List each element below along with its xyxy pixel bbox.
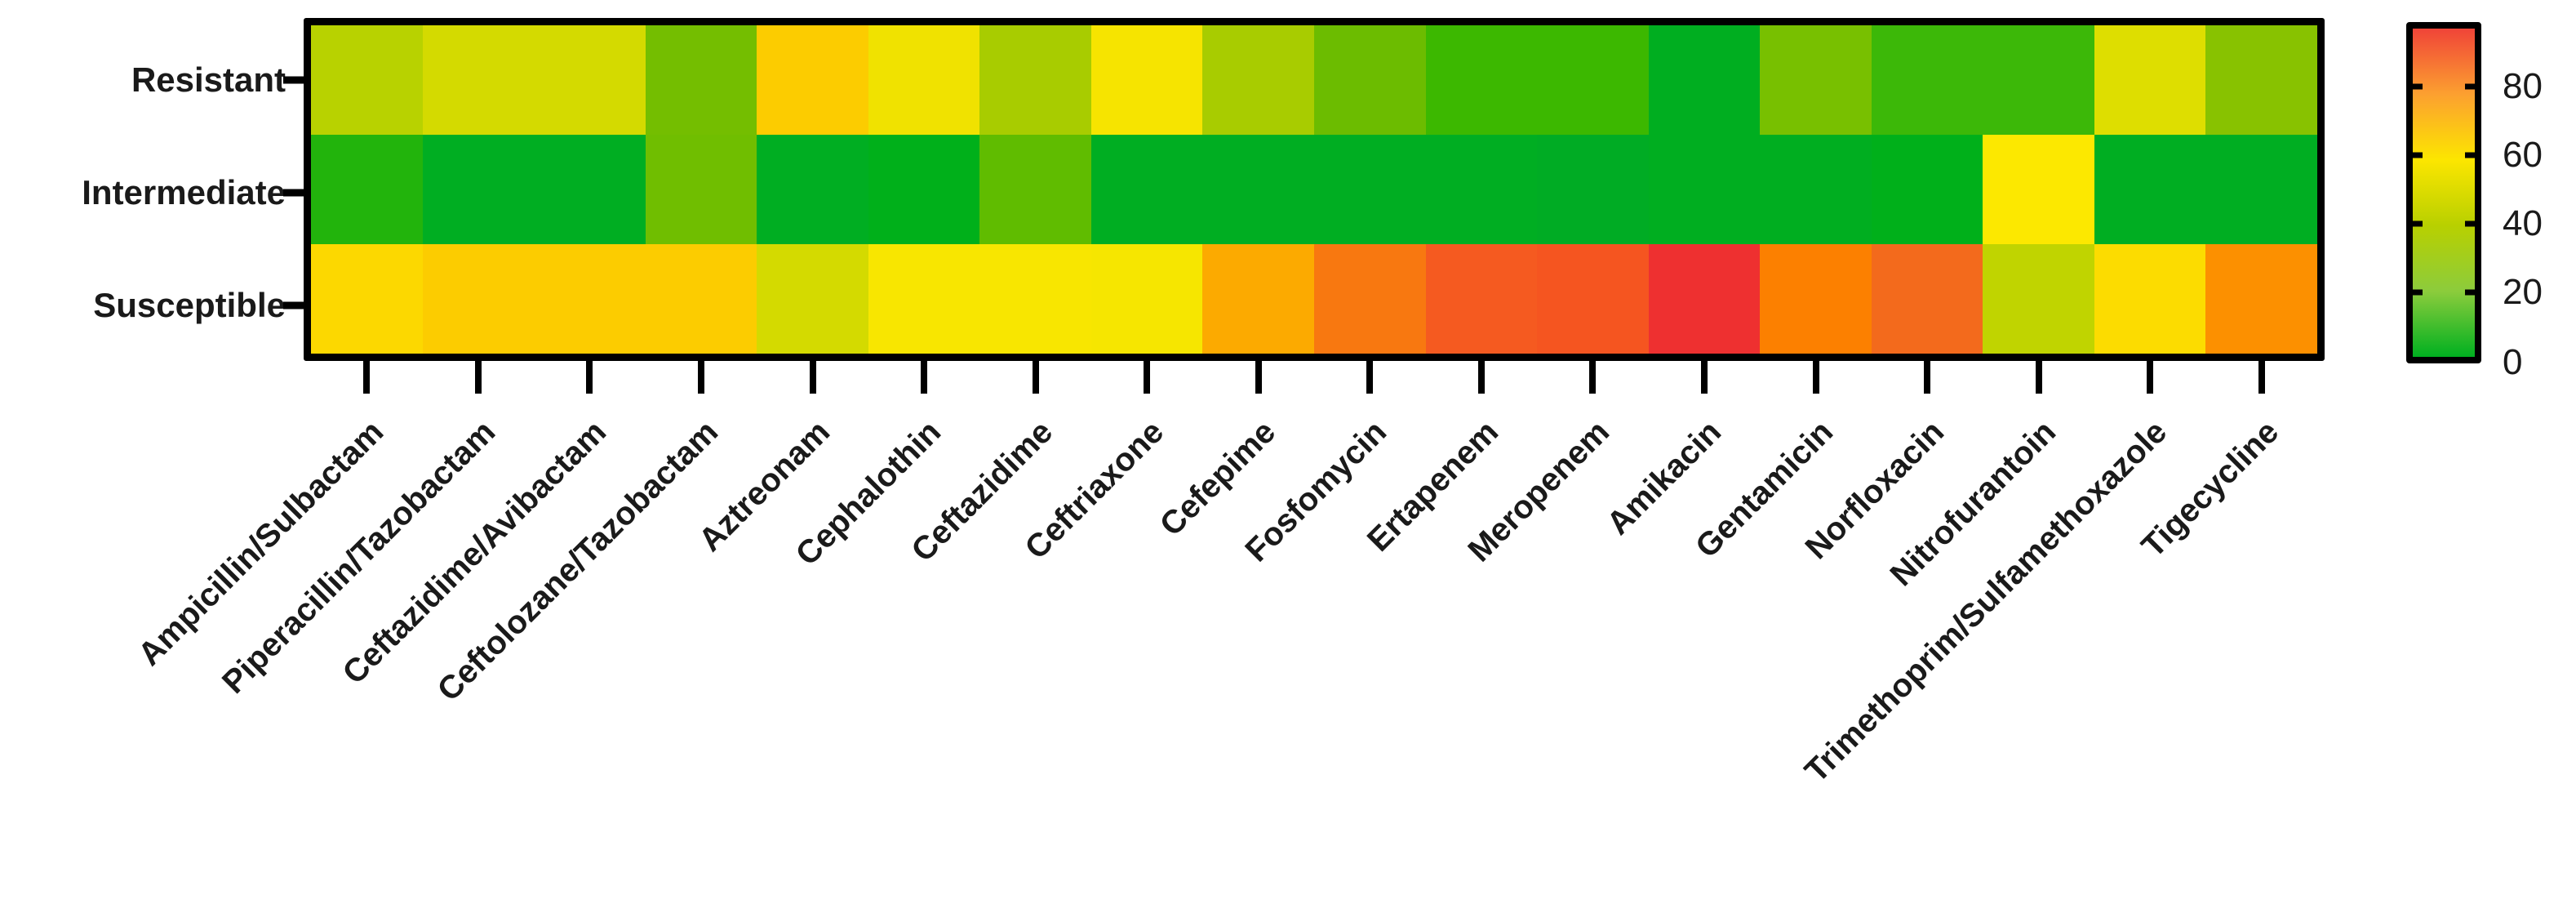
x-tick xyxy=(921,361,928,394)
heatmap-cell xyxy=(1425,25,1538,135)
heatmap-cell xyxy=(1425,244,1538,354)
x-tick xyxy=(2035,361,2042,394)
heatmap-cell xyxy=(1983,25,2094,135)
heatmap-cell xyxy=(311,244,423,354)
heatmap-cell xyxy=(1983,135,2094,244)
y-tick xyxy=(283,76,304,84)
heatmap-cell xyxy=(1314,25,1426,135)
x-tick xyxy=(1366,361,1374,394)
colorbar-tick xyxy=(2465,83,2476,90)
heatmap-cell xyxy=(757,244,868,354)
heatmap-cell xyxy=(422,244,535,354)
heatmap-cell xyxy=(1314,244,1426,354)
colorbar-label-80: 80 xyxy=(2503,66,2543,106)
x-tick xyxy=(2147,361,2154,394)
heatmap-cell xyxy=(534,135,646,244)
heatmap-cell xyxy=(1537,25,1649,135)
colorbar-label-40: 40 xyxy=(2503,203,2543,243)
heatmap-cell xyxy=(422,25,535,135)
heatmap-cell xyxy=(1090,244,1203,354)
heatmap-cell xyxy=(1202,244,1314,354)
heatmap-cell xyxy=(2205,25,2317,135)
heatmap-cell xyxy=(1760,244,1872,354)
colorbar-label-20: 20 xyxy=(2503,272,2543,312)
plot-frame xyxy=(304,18,2325,361)
heatmap-cell xyxy=(2094,25,2206,135)
heatmap-cell xyxy=(1983,244,2094,354)
x-tick xyxy=(2258,361,2265,394)
x-tick xyxy=(809,361,816,394)
colorbar-tick xyxy=(2411,83,2423,90)
y-label-intermediate: Intermediate xyxy=(82,173,286,212)
x-tick xyxy=(1144,361,1151,394)
colorbar-tick xyxy=(2411,289,2423,296)
y-label-susceptible: Susceptible xyxy=(93,286,286,324)
heatmap-cell xyxy=(757,25,868,135)
colorbar-label-0: 0 xyxy=(2503,342,2523,382)
x-tick xyxy=(1924,361,1931,394)
heatmap-cell xyxy=(2094,135,2206,244)
heatmap-cell xyxy=(645,244,757,354)
heatmap-cell xyxy=(2205,135,2317,244)
heatmap-cell xyxy=(2205,244,2317,354)
heatmap-cell xyxy=(1537,135,1649,244)
x-tick xyxy=(586,361,593,394)
heatmap-cell xyxy=(645,135,757,244)
heatmap-cell xyxy=(1871,25,1983,135)
colorbar xyxy=(2406,22,2481,363)
heatmap-cell xyxy=(1648,135,1761,244)
heatmap-cell xyxy=(311,25,423,135)
heatmap-cell xyxy=(1090,25,1203,135)
heatmap-cell xyxy=(1425,135,1538,244)
heatmap-cell xyxy=(534,244,646,354)
heatmap-cell xyxy=(2094,244,2206,354)
heatmap-cell xyxy=(645,25,757,135)
heatmap-cell xyxy=(1648,244,1761,354)
heatmap-grid xyxy=(311,25,2317,354)
heatmap-cell xyxy=(979,244,1091,354)
heatmap-cell xyxy=(422,135,535,244)
x-tick xyxy=(363,361,371,394)
heatmap-cell xyxy=(868,244,980,354)
y-label-resistant: Resistant xyxy=(131,60,286,99)
colorbar-label-60: 60 xyxy=(2503,135,2543,175)
colorbar-tick xyxy=(2465,152,2476,158)
heatmap-cell xyxy=(1648,25,1761,135)
x-tick xyxy=(474,361,482,394)
heatmap-cell xyxy=(1202,135,1314,244)
heatmap-cell xyxy=(757,135,868,244)
heatmap-cell xyxy=(1537,244,1649,354)
heatmap-cell xyxy=(868,25,980,135)
heatmap-cell xyxy=(1871,244,1983,354)
heatmap-cell xyxy=(979,25,1091,135)
heatmap-cell xyxy=(868,135,980,244)
x-tick xyxy=(1477,361,1485,394)
x-tick xyxy=(1589,361,1597,394)
heatmap-cell xyxy=(1760,135,1872,244)
colorbar-tick xyxy=(2411,220,2423,227)
heatmap-cell xyxy=(534,25,646,135)
heatmap-cell xyxy=(1760,25,1872,135)
heatmap-cell xyxy=(1871,135,1983,244)
heatmap-cell xyxy=(311,135,423,244)
heatmap-cell xyxy=(1202,25,1314,135)
x-tick xyxy=(1700,361,1708,394)
y-tick xyxy=(283,189,304,197)
x-tick xyxy=(1255,361,1262,394)
y-tick xyxy=(283,301,304,310)
colorbar-tick xyxy=(2465,289,2476,296)
colorbar-tick xyxy=(2465,220,2476,227)
heatmap-cell xyxy=(979,135,1091,244)
x-tick xyxy=(1812,361,1819,394)
heatmap-cell xyxy=(1090,135,1203,244)
heatmap-cell xyxy=(1314,135,1426,244)
x-tick xyxy=(697,361,704,394)
colorbar-tick xyxy=(2411,152,2423,158)
x-tick xyxy=(1032,361,1039,394)
